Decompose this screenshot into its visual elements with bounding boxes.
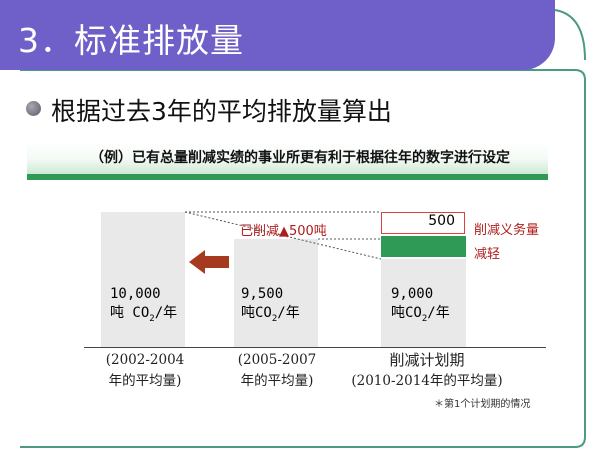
example-band-text: （例）已有总量削减实绩的事业所更有利于根据往年的数字进行设定: [90, 150, 510, 166]
reduced-label: 已削减▲500吨: [240, 224, 327, 239]
bar-2002-2004: [101, 212, 185, 347]
baseline: [84, 347, 546, 348]
example-band-underline: [27, 174, 548, 180]
bar-3-value: 9,000 吨CO2/年: [391, 286, 450, 324]
bar-1-value: 10,000 吨 CO2/年: [110, 286, 178, 324]
footnote: ＊第1个计划期的情况: [434, 399, 531, 410]
bar-2-value: 9,500 吨CO2/年: [241, 286, 300, 324]
bar-planned: [381, 259, 466, 347]
slide-title: 3．标准排放量: [18, 21, 244, 60]
bar-2005-2007: [234, 239, 318, 347]
relief-label: 减轻: [474, 247, 501, 262]
obligation-label: 削减义务量: [474, 223, 540, 238]
caption-1: (2002-2004 年的平均量): [105, 352, 185, 389]
left-arrow-icon: [189, 250, 229, 274]
obligation-value: 500: [428, 213, 455, 229]
obligation-box: [381, 212, 465, 234]
bullet-icon: [26, 101, 41, 116]
title-band: [0, 0, 555, 70]
relief-box: [381, 236, 466, 257]
caption-3: 削减计划期 (2010-2014年的平均量): [351, 351, 503, 389]
caption-2: (2005-2007 年的平均量): [237, 352, 317, 389]
example-band: [27, 143, 548, 174]
slide-subtitle: 根据过去3年的平均排放量算出: [51, 97, 392, 126]
